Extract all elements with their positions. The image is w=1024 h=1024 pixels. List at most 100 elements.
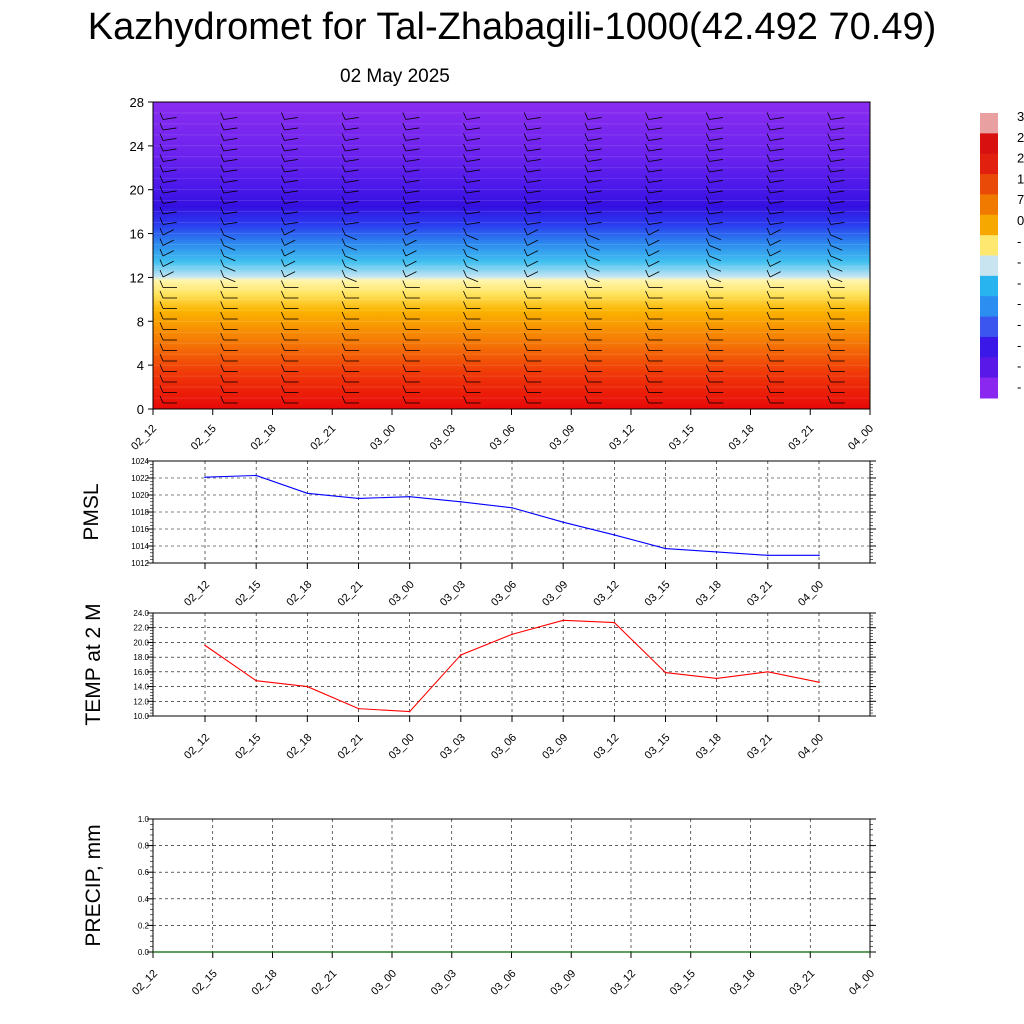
wind-barb (705, 353, 724, 362)
y-tick-label: 12 (130, 270, 144, 285)
y-tick-label: 12.0 (133, 697, 149, 706)
wind-barb-staff (162, 201, 177, 204)
wind-barb-flag (463, 112, 467, 120)
wind-barb-flag (645, 196, 649, 204)
wind-barb-staff (162, 148, 177, 152)
wind-barb-staff (405, 169, 420, 173)
wind-barb-flag (220, 206, 225, 215)
wind-barb-flag (705, 175, 710, 183)
wind-barb-flag (523, 133, 528, 141)
wind-barb (645, 269, 660, 278)
wind-barb (827, 395, 845, 404)
wind-barb-staff (648, 127, 663, 131)
x-tick-label: 03_12 (608, 968, 638, 998)
wind-barb-flag (402, 374, 407, 383)
wind-barb (645, 343, 663, 351)
wind-barb-flag (402, 133, 407, 141)
wind-barb-flag (402, 259, 407, 267)
wind-barb-flag (766, 133, 771, 141)
x-tick-label: 02_12 (130, 968, 160, 998)
wind-barb-flag (705, 290, 710, 299)
wind-barb-staff (527, 211, 541, 215)
wind-barb-flag (705, 343, 710, 351)
wind-barb-staff (769, 127, 784, 131)
wind-barb-flag (220, 311, 225, 320)
wind-barb-flag (341, 248, 346, 257)
wind-barb (645, 290, 663, 299)
wind-barb-flag (523, 364, 528, 372)
wind-barb-flag (220, 133, 225, 141)
wind-barb-flag (402, 154, 407, 162)
wind-barb-staff (648, 159, 663, 162)
wind-barb-flag (645, 122, 649, 131)
wind-barb (402, 395, 420, 404)
wind-barb (705, 343, 724, 351)
wind-barb-flag (705, 259, 710, 267)
wind-barb (159, 353, 177, 362)
x-tick-label: 03_03 (429, 968, 459, 998)
y-tick-label: 1016 (131, 525, 149, 534)
data-point (818, 554, 820, 557)
wind-barb-staff (162, 229, 174, 236)
wind-barb-flag (220, 290, 225, 299)
wind-barb-flag (523, 385, 528, 393)
wind-barb-flag (584, 322, 589, 330)
wind-barb-flag (402, 112, 407, 120)
y-tick-label: 0.2 (138, 921, 150, 930)
wind-barb-staff (527, 190, 541, 194)
wind-barb-staff (709, 222, 723, 225)
wind-barb-flag (827, 112, 832, 120)
wind-barb-staff (345, 169, 359, 173)
wind-barb-flag (827, 175, 832, 183)
wind-barb-flag (705, 364, 710, 372)
wind-barb-flag (645, 290, 649, 299)
wind-barb (766, 227, 781, 236)
x-tick-label: 03_09 (540, 732, 570, 762)
x-tick-label: 02_18 (284, 579, 314, 609)
wind-barb (159, 185, 177, 194)
wind-barb-flag (523, 112, 528, 120)
wind-barb (159, 301, 177, 309)
wind-barb-flag (402, 175, 407, 183)
wind-barb (159, 143, 177, 152)
x-tick-label: 03_03 (438, 579, 468, 609)
wind-barb-flag (584, 185, 589, 194)
wind-barb-staff (162, 190, 177, 194)
wind-barb-flag (341, 238, 346, 246)
y-tick-label: 20.0 (133, 638, 149, 647)
wind-barb-flag (159, 353, 164, 362)
wind-barb (281, 395, 299, 404)
wind-barb-flag (402, 322, 407, 330)
wind-barb (159, 374, 177, 383)
wind-barb (827, 269, 843, 283)
wind-barb-flag (220, 385, 225, 393)
wind-barb (523, 175, 541, 183)
wind-barb-staff (709, 148, 723, 152)
wind-barb-flag (766, 301, 771, 309)
wind-barb-staff (527, 229, 539, 236)
wind-barb-flag (705, 185, 710, 194)
colorbar-swatch (980, 214, 998, 236)
wind-barb (402, 332, 420, 341)
wind-barb-flag (827, 164, 832, 173)
wind-barb-flag (341, 322, 346, 330)
colorbar-label: 2 (1017, 151, 1024, 166)
wind-barb-staff (344, 276, 357, 283)
y-tick-label: 1022 (131, 474, 149, 483)
wind-barb (584, 343, 602, 351)
wind-barb (766, 332, 784, 341)
wind-barb-flag (220, 122, 225, 131)
wind-barb-staff (345, 148, 359, 152)
wind-barb (220, 322, 238, 330)
y-tick-label: 28 (130, 95, 144, 110)
wind-barb (463, 227, 479, 241)
wind-barb-staff (527, 148, 541, 152)
wind-barb-flag (281, 290, 285, 299)
x-tick-label: 03_15 (643, 732, 673, 762)
wind-barb (523, 238, 539, 246)
wind-barb (766, 395, 784, 404)
wind-barb-flag (281, 332, 285, 341)
wind-barb (523, 164, 541, 173)
wind-barb (705, 374, 724, 383)
x-tick-label: 03_12 (607, 423, 637, 453)
